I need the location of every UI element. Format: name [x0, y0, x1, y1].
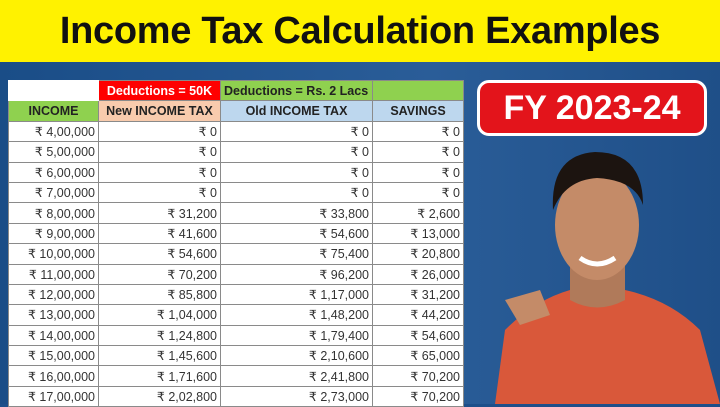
table-cell: ₹ 31,200: [372, 283, 464, 306]
table-row: ₹ 13,00,000 ₹ 1,04,000 ₹ 1,48,200 ₹ 44,200: [8, 304, 464, 326]
group-header-new: Deductions = 50K: [98, 79, 221, 102]
pointing-hand: [505, 290, 550, 325]
table-cell: ₹ 54,600: [98, 243, 221, 265]
table-cell: ₹ 0: [220, 141, 373, 163]
table-cell: ₹ 15,00,000: [8, 345, 99, 367]
table-cell: ₹ 70,200: [98, 263, 221, 285]
table-cell: ₹ 0: [372, 181, 464, 204]
table-cell: ₹ 54,600: [372, 324, 464, 347]
thumbnail-title: Income Tax Calculation Examples: [0, 0, 720, 62]
table-cell: ₹ 16,00,000: [8, 365, 99, 387]
table-cell: ₹ 75,400: [220, 243, 373, 265]
table-cell: ₹ 54,600: [220, 222, 373, 245]
table-cell: ₹ 1,04,000: [98, 304, 221, 326]
table-cell: ₹ 0: [372, 120, 464, 143]
table-cell: ₹ 41,600: [98, 222, 221, 245]
table-cell: ₹ 2,41,800: [220, 365, 373, 387]
table-cell: ₹ 4,00,000: [8, 120, 99, 143]
table-row: ₹ 11,00,000 ₹ 70,200 ₹ 96,200 ₹ 26,000: [8, 263, 464, 285]
table-row: ₹ 12,00,000 ₹ 85,800 ₹ 1,17,000 ₹ 31,200: [8, 283, 464, 306]
group-header-old: Deductions = Rs. 2 Lacs: [220, 79, 373, 102]
table-cell: ₹ 13,00,000: [8, 304, 99, 326]
presenter-photo: [495, 152, 720, 404]
shirt: [495, 290, 720, 404]
table-row: ₹ 5,00,000 ₹ 0 ₹ 0 ₹ 0: [8, 141, 464, 163]
table-cell: ₹ 0: [98, 141, 221, 163]
smile: [578, 255, 617, 267]
header-savings: SAVINGS: [372, 100, 464, 122]
table-row: ₹ 7,00,000 ₹ 0 ₹ 0 ₹ 0: [8, 181, 464, 204]
table-row: ₹ 16,00,000 ₹ 1,71,600 ₹ 2,41,800 ₹ 70,200: [8, 365, 464, 387]
header-new-tax: New INCOME TAX: [98, 100, 221, 122]
table-row: ₹ 4,00,000 ₹ 0 ₹ 0 ₹ 0: [8, 120, 464, 143]
table-cell: ₹ 12,00,000: [8, 283, 99, 306]
table-cell: ₹ 20,800: [372, 243, 464, 265]
table-cell: ₹ 0: [98, 161, 221, 183]
face: [555, 170, 639, 280]
group-header-empty: [372, 79, 464, 102]
table-cell: ₹ 33,800: [220, 202, 373, 224]
header-income: INCOME: [8, 100, 99, 122]
table-cell: ₹ 1,48,200: [220, 304, 373, 326]
group-header-empty: [8, 79, 99, 102]
fy-badge: FY 2023-24: [477, 80, 707, 136]
table-cell: ₹ 26,000: [372, 263, 464, 285]
table-cell: ₹ 65,000: [372, 345, 464, 367]
group-header-row: Deductions = 50K Deductions = Rs. 2 Lacs: [8, 79, 464, 102]
column-header-row: INCOME New INCOME TAX Old INCOME TAX SAV…: [8, 100, 464, 122]
table-row: ₹ 10,00,000 ₹ 54,600 ₹ 75,400 ₹ 20,800: [8, 243, 464, 265]
table-cell: ₹ 1,79,400: [220, 324, 373, 347]
table-row: ₹ 15,00,000 ₹ 1,45,600 ₹ 2,10,600 ₹ 65,000: [8, 345, 464, 367]
table-cell: ₹ 0: [98, 120, 221, 143]
table-cell: ₹ 10,00,000: [8, 243, 99, 265]
table-cell: ₹ 17,00,000: [8, 385, 99, 407]
table-row: ₹ 14,00,000 ₹ 1,24,800 ₹ 1,79,400 ₹ 54,600: [8, 324, 464, 347]
table-cell: ₹ 0: [220, 181, 373, 204]
table-cell: ₹ 1,71,600: [98, 365, 221, 387]
table-cell: ₹ 6,00,000: [8, 161, 99, 183]
table-cell: ₹ 70,200: [372, 365, 464, 387]
table-cell: ₹ 0: [98, 181, 221, 204]
table-cell: ₹ 1,17,000: [220, 283, 373, 306]
table-cell: ₹ 85,800: [98, 283, 221, 306]
header-old-tax: Old INCOME TAX: [220, 100, 373, 122]
table-cell: ₹ 2,600: [372, 202, 464, 224]
table-cell: ₹ 1,45,600: [98, 345, 221, 367]
table-cell: ₹ 7,00,000: [8, 181, 99, 204]
table-cell: ₹ 31,200: [98, 202, 221, 224]
table-cell: ₹ 13,000: [372, 222, 464, 245]
table-row: ₹ 6,00,000 ₹ 0 ₹ 0 ₹ 0: [8, 161, 464, 183]
table-cell: ₹ 14,00,000: [8, 324, 99, 347]
table-cell: ₹ 2,10,600: [220, 345, 373, 367]
table-row: ₹ 9,00,000 ₹ 41,600 ₹ 54,600 ₹ 13,000: [8, 222, 464, 245]
table-row: ₹ 8,00,000 ₹ 31,200 ₹ 33,800 ₹ 2,600: [8, 202, 464, 224]
hair: [552, 152, 643, 210]
table-cell: ₹ 44,200: [372, 304, 464, 326]
table-cell: ₹ 0: [372, 141, 464, 163]
table-row: ₹ 17,00,000 ₹ 2,02,800 ₹ 2,73,000 ₹ 70,200: [8, 385, 464, 407]
table-cell: ₹ 96,200: [220, 263, 373, 285]
table-cell: ₹ 0: [220, 120, 373, 143]
table-cell: ₹ 0: [220, 161, 373, 183]
table-cell: ₹ 0: [372, 161, 464, 183]
tax-table: Deductions = 50K Deductions = Rs. 2 Lacs…: [8, 79, 464, 407]
table-cell: ₹ 8,00,000: [8, 202, 99, 224]
table-cell: ₹ 1,24,800: [98, 324, 221, 347]
table-cell: ₹ 11,00,000: [8, 263, 99, 285]
table-cell: ₹ 9,00,000: [8, 222, 99, 245]
table-cell: ₹ 5,00,000: [8, 141, 99, 163]
table-cell: ₹ 70,200: [372, 385, 464, 407]
